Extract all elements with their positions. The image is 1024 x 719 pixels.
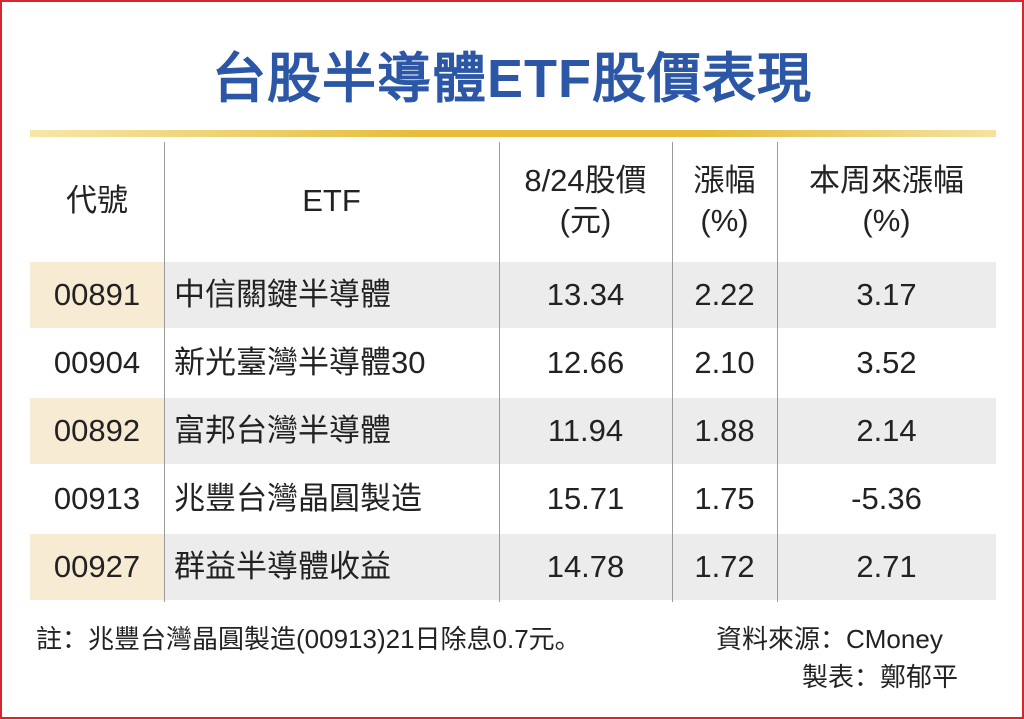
header-text: (%)	[700, 203, 749, 238]
code-band	[30, 534, 164, 600]
cell: 12.66	[546, 345, 625, 380]
etf-name: 中信關鍵半導體	[174, 277, 391, 312]
header-text: 8/24股價	[524, 163, 647, 198]
cell: 00891	[53, 277, 141, 312]
header-text: (%)	[862, 203, 911, 238]
header-text: 漲幅	[693, 163, 756, 198]
credit: 製表：鄭郁平	[802, 662, 959, 692]
cell: 3.52	[856, 345, 917, 380]
column-divider	[672, 142, 673, 602]
cell: 1.72	[694, 549, 755, 584]
etf-name: 兆豐台灣晶圓製造	[174, 481, 422, 516]
header-cell: 本周來漲幅 (%)	[777, 142, 996, 260]
cell: 15.71	[546, 481, 625, 516]
code-band	[30, 262, 164, 328]
note: 註：兆豐台灣晶圓製造(00913)21日除息0.7元。	[36, 624, 581, 654]
cell: 1.75	[694, 481, 755, 516]
etf-name: 群益半導體收益	[174, 549, 391, 584]
cell: -5.36	[851, 481, 922, 516]
cell: 13.34	[546, 277, 625, 312]
cell: 14.78	[546, 549, 625, 584]
header-text: 本周來漲幅	[809, 163, 964, 198]
etf-name: 新光臺灣半導體30	[174, 345, 426, 380]
cell: 00892	[53, 413, 141, 448]
row-band	[30, 262, 996, 328]
etf-name: 富邦台灣半導體	[174, 413, 391, 448]
cell: 2.14	[856, 413, 917, 448]
header-cell: ETF	[164, 142, 499, 260]
cell: 00904	[53, 345, 141, 380]
header-text: 代號	[66, 183, 128, 218]
cell: 2.22	[694, 277, 755, 312]
header-text: ETF	[302, 183, 361, 218]
source: 資料來源：CMoney	[716, 624, 943, 654]
column-divider	[499, 142, 500, 602]
cell: 00927	[53, 549, 141, 584]
cell: 11.94	[547, 413, 624, 448]
cell: 3.17	[856, 277, 917, 312]
code-band	[30, 398, 164, 464]
cell: 00913	[53, 481, 141, 516]
cell: 2.71	[856, 549, 917, 584]
cell: 1.88	[694, 413, 755, 448]
row-band	[30, 398, 996, 464]
header-cell: 8/24股價 (元)	[499, 142, 672, 260]
title-rule	[30, 130, 996, 137]
header-cell: 代號	[30, 142, 164, 260]
column-divider	[777, 142, 778, 602]
title: 台股半導體ETF股價表現	[212, 49, 812, 109]
header-cell: 漲幅 (%)	[672, 142, 777, 260]
column-divider	[164, 142, 165, 602]
row-band	[30, 534, 996, 600]
header-text: (元)	[559, 203, 612, 238]
cell: 2.10	[694, 345, 755, 380]
